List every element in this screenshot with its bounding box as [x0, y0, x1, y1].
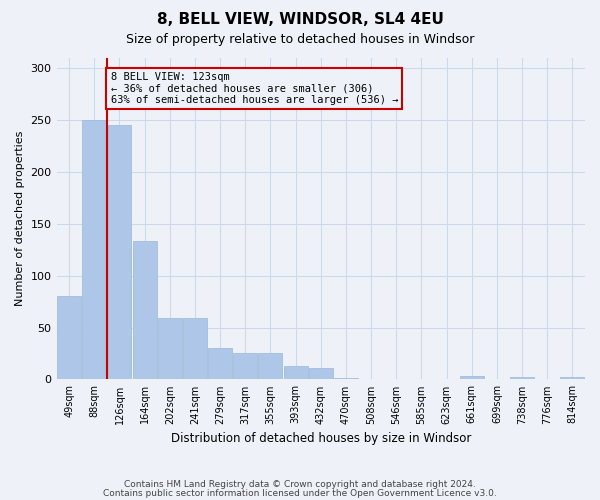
- Text: 8, BELL VIEW, WINDSOR, SL4 4EU: 8, BELL VIEW, WINDSOR, SL4 4EU: [157, 12, 443, 28]
- Bar: [284, 366, 308, 380]
- Y-axis label: Number of detached properties: Number of detached properties: [15, 131, 25, 306]
- Bar: [460, 376, 484, 380]
- Bar: [309, 368, 333, 380]
- Bar: [82, 120, 106, 380]
- Text: Contains HM Land Registry data © Crown copyright and database right 2024.: Contains HM Land Registry data © Crown c…: [124, 480, 476, 489]
- Text: Size of property relative to detached houses in Windsor: Size of property relative to detached ho…: [126, 32, 474, 46]
- Bar: [208, 348, 232, 380]
- Bar: [107, 125, 131, 380]
- Text: 8 BELL VIEW: 123sqm
← 36% of detached houses are smaller (306)
63% of semi-detac: 8 BELL VIEW: 123sqm ← 36% of detached ho…: [110, 72, 398, 105]
- Bar: [560, 378, 584, 380]
- Bar: [510, 378, 534, 380]
- Bar: [183, 318, 207, 380]
- Bar: [334, 378, 358, 380]
- Bar: [133, 242, 157, 380]
- Bar: [259, 354, 283, 380]
- X-axis label: Distribution of detached houses by size in Windsor: Distribution of detached houses by size …: [170, 432, 471, 445]
- Bar: [233, 354, 257, 380]
- Text: Contains public sector information licensed under the Open Government Licence v3: Contains public sector information licen…: [103, 489, 497, 498]
- Bar: [158, 318, 182, 380]
- Bar: [57, 296, 81, 380]
